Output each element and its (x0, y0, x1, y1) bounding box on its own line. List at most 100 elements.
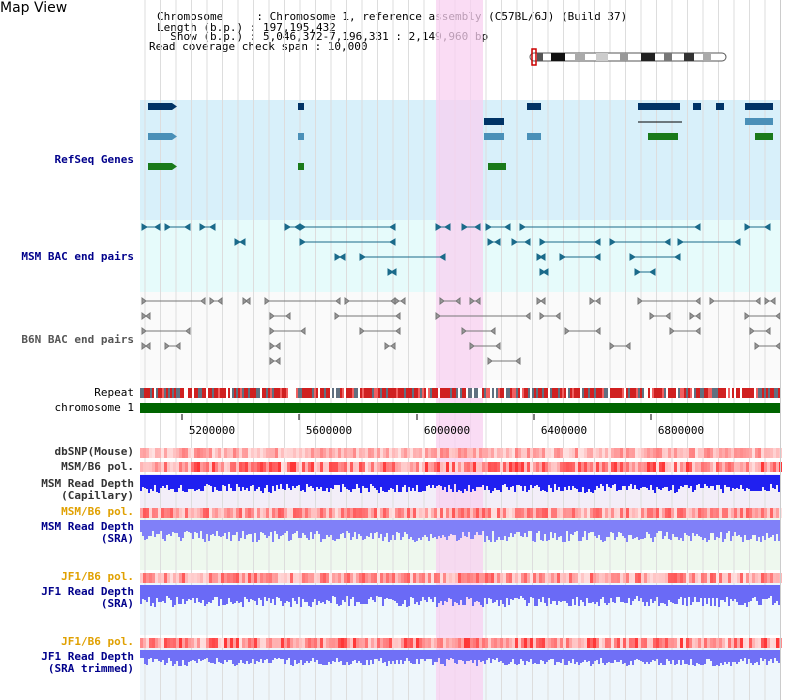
heat-cell (395, 638, 398, 648)
heat-cell (773, 508, 776, 518)
depth-bar (250, 475, 252, 486)
heat-cell (416, 573, 419, 583)
heat-cell (677, 638, 680, 648)
depth-bar (394, 585, 396, 601)
heat-cell (698, 508, 701, 518)
depth-bar (450, 520, 452, 534)
depth-bar (380, 650, 382, 658)
depth-bar (374, 585, 376, 602)
heat-cell (197, 448, 200, 458)
heat-cell (173, 508, 176, 518)
depth-bar (680, 585, 682, 597)
heat-cell (422, 462, 425, 472)
repeat-segment (226, 388, 228, 398)
heat-cell (173, 448, 176, 458)
heat-cell (677, 448, 680, 458)
heat-cell (272, 462, 275, 472)
heat-cell (266, 638, 269, 648)
depth-bar (742, 520, 744, 542)
track-label-jf1-b6-pol-1[interactable]: JF1/B6 pol. (61, 570, 134, 583)
track-label-msm-read-depth-cap[interactable]: MSM Read Depth (Capillary) (41, 477, 134, 502)
depth-bar (392, 520, 394, 535)
heat-cell (557, 462, 560, 472)
track-label-msm-b6-pol-1[interactable]: MSM/B6 pol. (61, 460, 134, 473)
heat-cell (299, 573, 302, 583)
heat-cell (623, 462, 626, 472)
heat-cell (479, 508, 482, 518)
depth-bar (286, 650, 288, 660)
repeat-segment (462, 388, 464, 398)
repeat-segment (676, 388, 678, 398)
track-label-b6n-bac[interactable]: B6N BAC end pairs (21, 333, 134, 346)
track-label-msm-bac[interactable]: MSM BAC end pairs (21, 250, 134, 263)
depth-bar (512, 650, 514, 659)
depth-bar (276, 520, 278, 534)
depth-bar (492, 585, 494, 603)
depth-bar (314, 520, 316, 534)
bac-end-marker (400, 297, 406, 305)
heat-cell (374, 573, 377, 583)
heat-cell (185, 638, 188, 648)
heat-cell (536, 638, 539, 648)
depth-bar (176, 475, 178, 492)
depth-bar (336, 475, 338, 485)
depth-bar (382, 475, 384, 491)
track-label-msm-b6-pol-2[interactable]: MSM/B6 pol. (61, 505, 134, 518)
depth-bar (500, 520, 502, 540)
depth-bar (404, 585, 406, 600)
depth-bar (542, 475, 544, 490)
heat-cell (413, 573, 416, 583)
heat-cell (203, 448, 206, 458)
heat-cell (290, 448, 293, 458)
depth-bar (632, 650, 634, 665)
chromosome-bar (140, 403, 780, 413)
depth-bar (350, 520, 352, 540)
heat-cell (269, 462, 272, 472)
track-label-jf1-read-depth-sra[interactable]: JF1 Read Depth (SRA) (41, 585, 134, 610)
depth-bar (562, 585, 564, 601)
bac-end-marker (145, 342, 151, 350)
heat-cell (149, 573, 152, 583)
heat-cell (455, 448, 458, 458)
depth-bar (700, 585, 702, 598)
repeat-segment (532, 388, 534, 398)
heat-cell (470, 638, 473, 648)
heat-cell (713, 448, 716, 458)
repeat-segment (282, 388, 284, 398)
track-label-dbsnp[interactable]: dbSNP(Mouse) (54, 445, 134, 458)
depth-bar (768, 475, 770, 491)
depth-bar (146, 520, 148, 539)
depth-bar (160, 585, 162, 602)
heat-cell (764, 573, 767, 583)
depth-bar (258, 520, 260, 540)
heat-cell (152, 448, 155, 458)
repeat-segment (254, 388, 256, 398)
depth-bar (216, 520, 218, 531)
depth-bar (524, 520, 526, 533)
depth-bar (470, 520, 472, 539)
repeat-segment (600, 388, 602, 398)
depth-bar (218, 650, 220, 662)
heat-cell (254, 573, 257, 583)
track-label-jf1-read-depth-trim[interactable]: JF1 Read Depth (SRA trimmed) (41, 650, 134, 675)
heat-cell (173, 573, 176, 583)
track-label-refseq[interactable]: RefSeq Genes (54, 153, 134, 166)
repeat-segment (496, 388, 498, 398)
bac-end-marker (749, 327, 755, 335)
heat-cell (707, 638, 710, 648)
depth-bar (718, 520, 720, 538)
heat-cell (467, 573, 470, 583)
depth-bar (656, 585, 658, 597)
bac-end-marker (384, 342, 390, 350)
msm-read-depth-sra-bars (140, 520, 780, 542)
track-label-jf1-b6-pol-2[interactable]: JF1/B6 pol. (61, 635, 134, 648)
heat-cell (587, 573, 590, 583)
depth-bar (330, 475, 332, 488)
depth-bar (384, 585, 386, 599)
depth-bar (200, 520, 202, 531)
depth-bar (320, 520, 322, 542)
depth-bar (614, 520, 616, 540)
depth-bar (702, 585, 704, 606)
track-label-msm-read-depth-sra[interactable]: MSM Read Depth (SRA) (41, 520, 134, 545)
